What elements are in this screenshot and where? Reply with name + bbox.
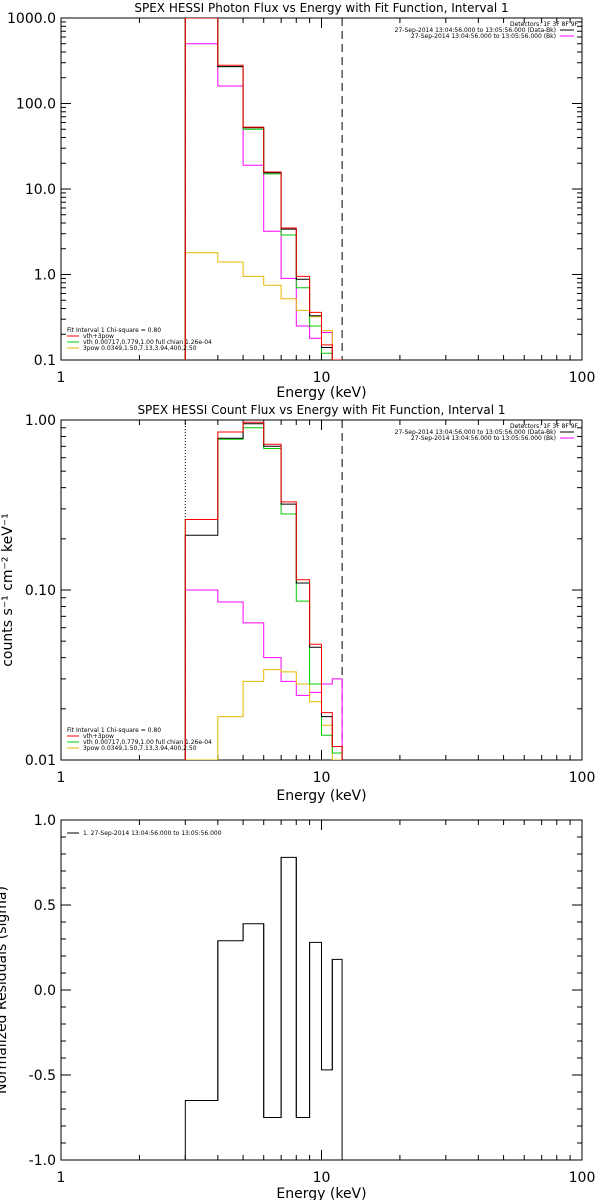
y-tick-label: 0.0: [34, 983, 56, 999]
chart-title: SPEX HESSI Count Flux vs Energy with Fit…: [137, 403, 505, 417]
legend-right-entry: 27-Sep-2014 13:04:56.000 to 13:05:56.000…: [395, 27, 556, 34]
x-tick-label: 1: [57, 770, 66, 786]
legend-right-entry: 27-Sep-2014 13:04:56.000 to 13:05:56.000…: [411, 435, 556, 442]
x-tick-label: 10: [313, 770, 331, 786]
y-tick-label: 0.01: [25, 753, 56, 769]
legend-right-entry: 27-Sep-2014 13:04:56.000 to 13:05:56.000…: [395, 429, 556, 436]
y-tick-label: -1.0: [29, 1153, 56, 1169]
y-tick-label: 1.0: [34, 813, 56, 829]
series-line-data-bk: [184, 423, 343, 760]
legend-left-entry: Fit Interval 1 Chi-square = 0.80: [67, 727, 161, 734]
y-tick-label: 1.0: [34, 268, 56, 284]
legend-left-entry: vth 0.00717,0.779,1.00 full chian 1.26e-…: [83, 339, 212, 346]
chart-panel-1: 1 10 100 0.1 1.0 10.0 100.0 1000.0 SPEX HESSI Ph…: [7, 1, 595, 401]
y-axis-label: counts s⁻¹ cm⁻² keV⁻¹: [0, 513, 16, 667]
legend-left-entry: Fit Interval 1 Chi-square = 0.80: [67, 327, 161, 334]
series-line-data-bk: [184, 18, 343, 360]
x-tick-label: 1: [57, 370, 66, 386]
legend-right-entry: Detectors: 1F 3F 8F 9F: [510, 423, 579, 430]
legend-right-entry: Detectors: 1F 3F 8F 9F: [510, 21, 579, 28]
plot-frame: [60, 17, 583, 361]
series-line-residuals: [184, 856, 343, 1160]
chart-title: SPEX HESSI Photon Flux vs Energy with Fi…: [134, 1, 508, 15]
x-axis-label: Energy (keV): [276, 385, 366, 401]
y-tick-label: 0.5: [34, 898, 56, 914]
y-tick-label: 1.00: [25, 413, 56, 429]
series-line-3pow: [185, 669, 343, 760]
y-tick-label: 100.0: [16, 97, 56, 113]
legend-left-entry: vth+3pow: [83, 333, 114, 340]
legend-left-entry: 1. 27-Sep-2014 13:04:56.000 to 13:05:56.…: [83, 830, 222, 837]
x-tick-label: 10: [313, 1170, 331, 1186]
y-tick-label: -0.5: [29, 1068, 56, 1084]
series-line-vth-3pow: [184, 18, 343, 360]
y-tick-label: 0.10: [25, 583, 56, 599]
series-line-vth-3pow: [184, 421, 343, 760]
series-line-vth: [184, 427, 343, 760]
legend-left-entry: vth+3pow: [83, 733, 114, 740]
y-tick-label: 0.1: [34, 353, 56, 369]
y-tick-label: 1000.0: [7, 11, 56, 27]
series-line-bk: [184, 589, 343, 760]
x-tick-label: 100: [569, 370, 596, 386]
x-tick-label: 10: [313, 370, 331, 386]
legend-left-entry: 3pow 0.0349,1.50,7.13,3.94,400,2.50: [83, 745, 197, 752]
x-axis-label: Energy (keV): [276, 788, 366, 804]
legend-left-entry: 3pow 0.0349,1.50,7.13,3.94,400,2.50: [83, 345, 197, 352]
x-tick-label: 100: [569, 770, 596, 786]
x-tick-label: 100: [569, 1170, 596, 1186]
legend-right-entry: 27-Sep-2014 13:04:56.000 to 13:05:56.000…: [411, 33, 556, 40]
x-tick-label: 1: [57, 1170, 66, 1186]
chart-panel-3: 1 10 100 -1.0 -0.5 0.0 0.5 1.0 Energy (keV) Norma…: [0, 813, 595, 1200]
legend-left-entry: vth 0.00717,0.779,1.00 full chian 1.26e-…: [83, 739, 212, 746]
chart-panel-2: 1 10 100 0.01 0.10 1.00 SPEX HESSI Count Flux …: [0, 403, 595, 804]
y-tick-label: 10.0: [25, 182, 56, 198]
x-axis-label: Energy (keV): [276, 1186, 366, 1200]
y-axis-label: Normalized Residuals (sigma): [0, 886, 10, 1094]
